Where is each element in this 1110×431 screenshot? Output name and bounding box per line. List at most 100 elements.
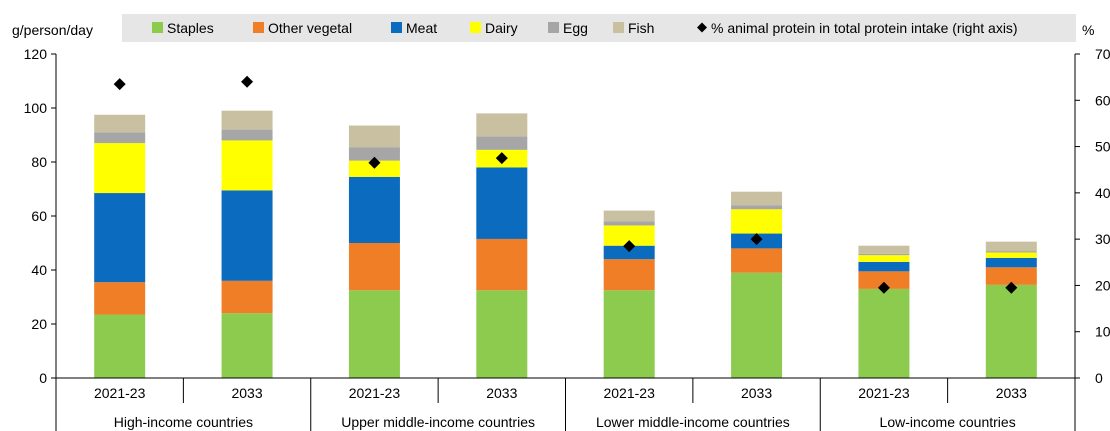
y-axis-left-label: g/person/day [12, 22, 93, 38]
y-tick-label-right: 10 [1095, 324, 1110, 340]
bar-segment-egg [858, 253, 910, 256]
bar-segment-fish [603, 210, 655, 222]
legend-swatch-2 [253, 22, 264, 33]
bar-segment-meat [221, 190, 273, 281]
marker-animal-protein-share [1005, 281, 1018, 294]
bar-segment-staples [221, 313, 273, 378]
legend-swatch-3 [391, 22, 402, 33]
bar-segment-dairy [731, 209, 783, 234]
bar-segment-dairy [221, 140, 273, 191]
bar-segment-staples [94, 314, 146, 378]
bar-segment-egg [94, 132, 146, 144]
legend: Staples Other vegetal Meat Dairy Egg Fish % an… [122, 14, 1076, 42]
bar-segment-fish [731, 191, 783, 206]
bar-segment-other-vegetal [476, 238, 528, 291]
bar-segment-staples [858, 288, 910, 378]
y-tick-label-right: 20 [1095, 277, 1110, 293]
bar-segment-fish [858, 245, 910, 254]
x-tick-label: 2021-23 [603, 385, 655, 401]
y-tick-label-left: 40 [31, 262, 47, 278]
bar-segment-staples [985, 284, 1037, 378]
bar-segment-egg [221, 129, 273, 141]
bar-segment-fish [221, 110, 273, 130]
marker-animal-protein-share [750, 233, 763, 246]
legend-label-3: Meat [406, 20, 437, 36]
y-tick-label-right: 40 [1095, 185, 1110, 201]
bar-segment-other-vegetal [858, 271, 910, 289]
y-tick-label-right: 0 [1095, 370, 1103, 386]
legend-swatch-5 [548, 22, 559, 33]
legend-label-1: Staples [167, 20, 214, 36]
bar-segment-meat [348, 176, 400, 243]
x-axis: 2021-23 2033 High-income countries 2021-23 2… [55, 377, 1076, 431]
bar-segment-dairy [603, 225, 655, 246]
group-label: Upper middle-income countries [341, 414, 535, 430]
bars [94, 110, 1037, 378]
bar-segment-dairy [985, 252, 1037, 258]
x-tick-label: 2033 [741, 385, 772, 401]
y-tick-label-left: 80 [31, 154, 47, 170]
bar-segment-other-vegetal [94, 282, 146, 315]
y-tick-label-left: 100 [24, 100, 48, 116]
legend-swatch-4 [470, 22, 481, 33]
legend-label-6: Fish [628, 20, 654, 36]
bar-segment-fish [348, 125, 400, 148]
legend-label-marker: % animal protein in total protein intake… [711, 20, 1018, 36]
marker-animal-protein-share [623, 240, 636, 253]
y-tick-label-right: 50 [1095, 139, 1110, 155]
y-tick-label-right: 60 [1095, 92, 1110, 108]
bar-segment-staples [731, 272, 783, 378]
bar-segment-egg [985, 251, 1037, 253]
marker-animal-protein-share [241, 75, 254, 88]
legend-label-5: Egg [563, 20, 588, 36]
bar-segment-other-vegetal [348, 243, 400, 291]
bar-segment-egg [348, 147, 400, 161]
x-tick-label: 2033 [231, 385, 262, 401]
bar-segment-meat [858, 261, 910, 272]
marker-animal-protein-share [495, 152, 508, 165]
bar-segment-meat [985, 257, 1037, 268]
bar-segment-dairy [858, 255, 910, 262]
legend-background [122, 14, 1076, 42]
y-tick-label-left: 0 [39, 370, 47, 386]
y-axis-right: 0 10 20 30 40 50 60 70 [1074, 46, 1110, 386]
bar-segment-meat [476, 167, 528, 239]
group-label: Low-income countries [880, 414, 1016, 430]
legend-swatch-1 [152, 22, 163, 33]
y-tick-label-left: 120 [24, 46, 48, 62]
legend-label-2: Other vegetal [268, 20, 352, 36]
marker-animal-protein-share [877, 281, 890, 294]
x-tick-label: 2021-23 [94, 385, 146, 401]
bar-segment-fish [985, 241, 1037, 252]
legend-label-4: Dairy [485, 20, 518, 36]
bar-segment-fish [476, 113, 528, 137]
y-tick-label-left: 60 [31, 208, 47, 224]
x-tick-label: 2033 [996, 385, 1027, 401]
y-tick-label-right: 30 [1095, 231, 1110, 247]
bar-segment-dairy [94, 143, 146, 194]
x-tick-label: 2021-23 [349, 385, 401, 401]
y-axis-left: 0 20 40 60 80 100 120 [24, 46, 57, 386]
bar-segment-fish [94, 114, 146, 133]
bar-segment-egg [603, 221, 655, 226]
legend-marker-diamond [697, 22, 707, 33]
x-tick-label: 2033 [486, 385, 517, 401]
bar-segment-egg [731, 205, 783, 210]
bar-segment-meat [94, 193, 146, 283]
bar-segment-other-vegetal [985, 267, 1037, 285]
y-tick-label-left: 20 [31, 316, 47, 332]
bar-segment-staples [476, 290, 528, 378]
legend-swatch-6 [613, 22, 624, 33]
bar-segment-staples [348, 290, 400, 378]
group-label: High-income countries [114, 414, 253, 430]
bar-segment-other-vegetal [221, 280, 273, 314]
group-label: Lower middle-income countries [596, 414, 790, 430]
marker-animal-protein-share [368, 156, 381, 169]
y-tick-label-right: 70 [1095, 46, 1110, 62]
bar-segment-staples [603, 290, 655, 378]
bar-segment-other-vegetal [731, 248, 783, 273]
y-axis-right-label: % [1082, 22, 1094, 38]
bar-segment-other-vegetal [603, 259, 655, 291]
marker-animal-protein-share [113, 78, 126, 91]
